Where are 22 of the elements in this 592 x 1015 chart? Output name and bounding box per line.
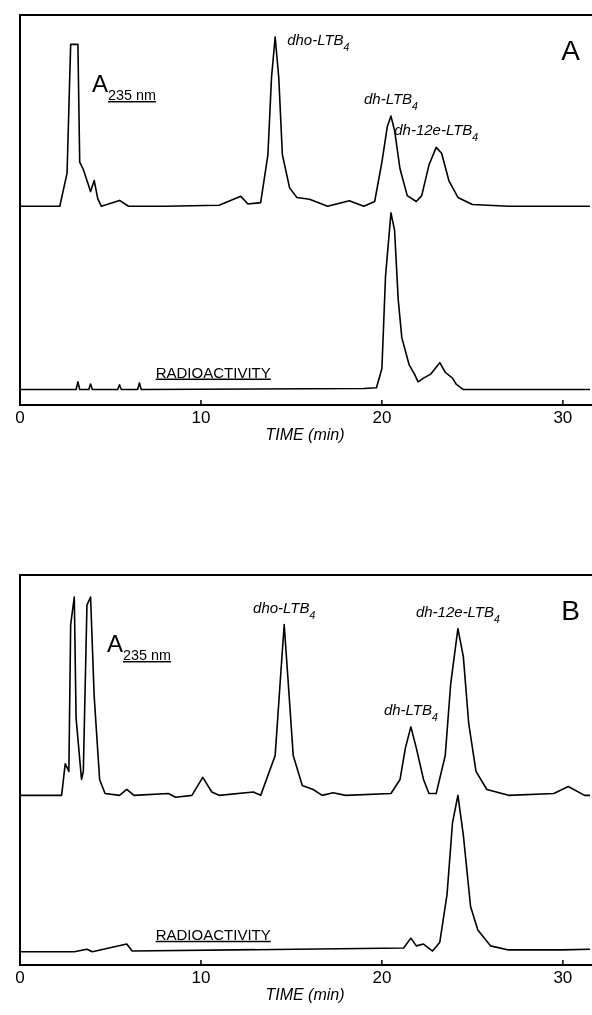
x-tick-label: 10	[191, 408, 211, 427]
series-label: RADIOACTIVITY	[155, 363, 271, 381]
annotation: dh-LTB$_{4}$	[383, 700, 438, 723]
annotation: dho-LTB$_{4}$	[253, 598, 316, 621]
x-axis-title: TIME (min)	[265, 986, 345, 1003]
x-tick-label: 20	[372, 968, 392, 987]
x-tick-label: 0	[15, 408, 25, 427]
chart-title: B	[561, 595, 580, 626]
series-label: A$_{235 nm}$	[92, 70, 157, 103]
x-tick-label: 30	[553, 968, 573, 987]
annotation: dh-12e-LTB$_{4}$	[394, 121, 479, 144]
x-axis-title: TIME (min)	[265, 426, 345, 443]
series-label: RADIOACTIVITY	[155, 925, 271, 943]
x-tick-label: 0	[15, 968, 25, 987]
x-tick-label: 30	[553, 408, 573, 427]
series-label: A$_{235 nm}$	[107, 630, 172, 663]
annotation: dh-LTB$_{4}$	[363, 90, 419, 113]
chart-title: A	[561, 35, 581, 66]
annotation: dho-LTB$_{4}$	[287, 31, 350, 53]
annotation: dh-12e-LTB$_{4}$	[415, 602, 501, 625]
x-tick-label: 20	[372, 408, 392, 427]
x-tick-label: 10	[191, 968, 211, 987]
